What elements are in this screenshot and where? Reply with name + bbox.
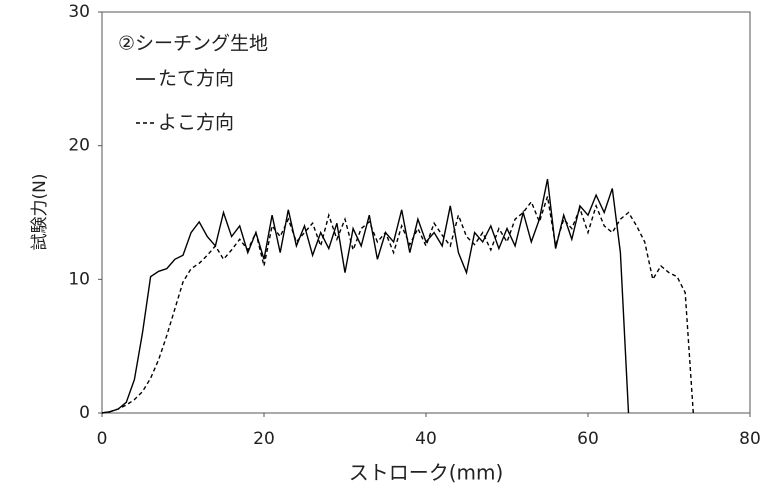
x-tick-label: 0 — [97, 429, 108, 449]
y-tick-label: 20 — [68, 136, 90, 156]
x-tick-label: 20 — [253, 429, 275, 449]
legend-title: ②シーチング生地 — [118, 33, 268, 55]
legend-label: たて方向 — [158, 68, 234, 90]
y-tick-label: 30 — [68, 2, 90, 22]
y-tick-label: 0 — [79, 403, 90, 423]
x-tick-label: 60 — [577, 429, 599, 449]
series-line — [101, 178, 630, 414]
x-tick-label: 80 — [739, 429, 761, 449]
x-axis-label: ストローク(mm) — [349, 461, 504, 485]
y-tick-label: 10 — [68, 269, 90, 289]
x-tick-label: 40 — [415, 429, 437, 449]
legend-label: よこ方向 — [158, 112, 234, 134]
y-axis-label: 試験力(N) — [30, 174, 50, 251]
series-line — [101, 196, 694, 414]
